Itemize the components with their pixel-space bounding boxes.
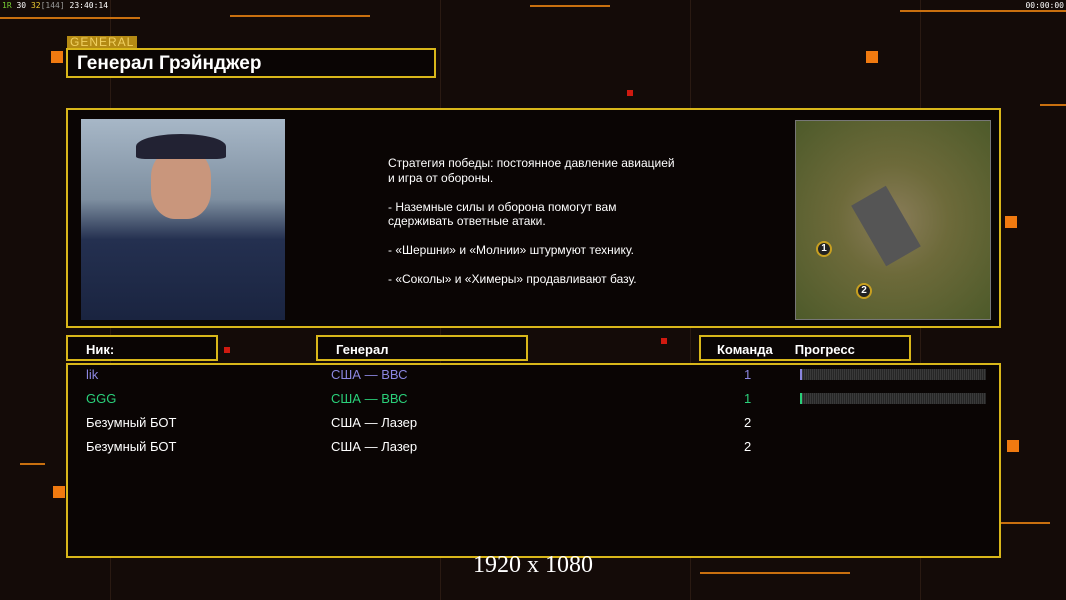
decor-square (661, 338, 667, 344)
decor-square (53, 486, 65, 498)
decor-line (530, 5, 610, 7)
map-preview[interactable]: 1 2 (795, 120, 991, 320)
player-nick: Безумный БОТ (86, 415, 177, 430)
decor-square (224, 347, 230, 353)
player-general: США — Лазер (331, 415, 418, 430)
hud-value: 30 (16, 1, 27, 10)
decor-square (1007, 440, 1019, 452)
player-team: 2 (744, 415, 752, 430)
player-row: Безумный БОТ США — Лазер 2 (68, 439, 998, 459)
game-clock: 00:00:00 (1025, 1, 1064, 10)
player-team: 1 (744, 367, 752, 382)
decor-square (627, 90, 633, 96)
start-position-marker[interactable]: 2 (856, 283, 872, 299)
header-general: Генерал (316, 335, 528, 361)
hud-value: 32 (30, 1, 41, 10)
progress-bar (800, 369, 986, 380)
player-general: США — Лазер (331, 439, 418, 454)
hud-value: [144] (40, 1, 65, 10)
players-panel: lik США — ВВС 1 GGG США — ВВС 1 Безумный Б… (66, 363, 1001, 558)
player-row: GGG США — ВВС 1 (68, 391, 998, 411)
fps-counter: 1R 30 32[144] 23:40:14 (2, 1, 108, 10)
decor-line (230, 15, 370, 17)
player-nick: lik (86, 367, 99, 382)
decor-line (900, 10, 1066, 12)
general-portrait (81, 119, 285, 320)
header-team: Команда (717, 342, 773, 357)
player-row: lik США — ВВС 1 (68, 367, 998, 387)
player-team: 2 (744, 439, 752, 454)
player-general: США — ВВС (331, 391, 408, 406)
decor-line (700, 572, 850, 574)
player-nick: Безумный БОТ (86, 439, 177, 454)
header-team-progress: Команда Прогресс (699, 335, 911, 361)
decor-square (51, 51, 63, 63)
hud-time: 23:40:14 (69, 1, 109, 10)
player-row: Безумный БОТ США — Лазер 2 (68, 415, 998, 435)
player-general: США — ВВС (331, 367, 408, 382)
player-team: 1 (744, 391, 752, 406)
start-position-marker[interactable]: 1 (816, 241, 832, 257)
decor-square (866, 51, 878, 63)
decor-line (20, 463, 45, 465)
decor-line (1040, 104, 1066, 106)
general-title: Генерал Грэйнджер (66, 48, 436, 78)
hud-value: 1R (2, 1, 12, 10)
general-info-panel: Стратегия победы: постоянное давление ав… (66, 108, 1001, 328)
section-tag: GENERAL (67, 36, 138, 48)
player-nick: GGG (86, 391, 117, 406)
strategy-description: Стратегия победы: постоянное давление ав… (388, 156, 675, 286)
header-nick: Ник: (66, 335, 218, 361)
resolution-label: 1920 x 1080 (473, 552, 593, 578)
header-progress: Прогресс (794, 342, 855, 357)
decor-line (0, 17, 140, 19)
progress-bar (800, 393, 986, 404)
decor-square (1005, 216, 1017, 228)
decor-line (1000, 522, 1050, 524)
